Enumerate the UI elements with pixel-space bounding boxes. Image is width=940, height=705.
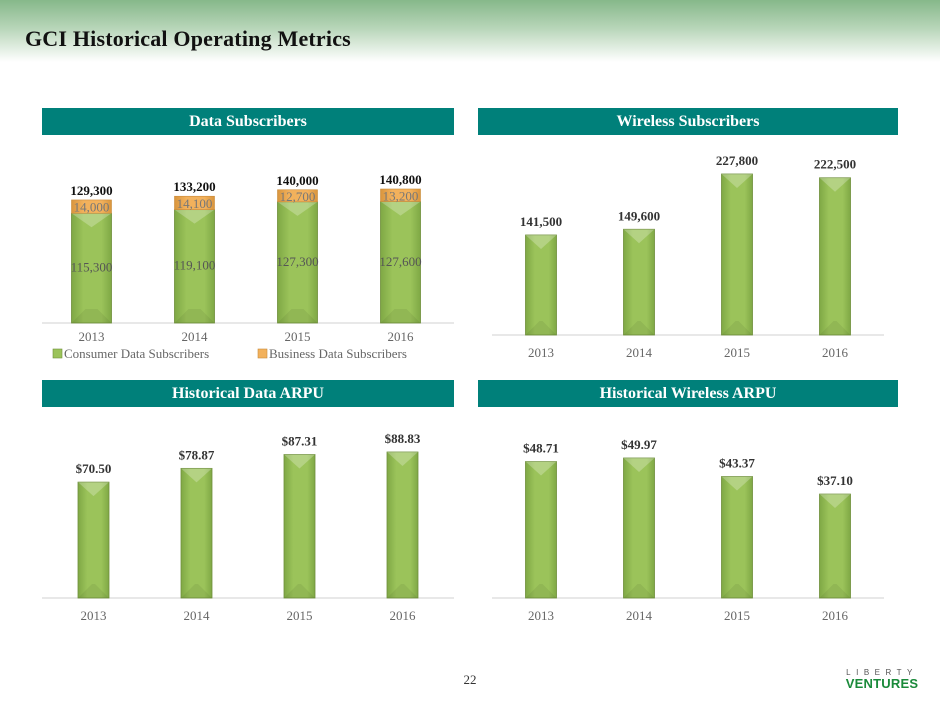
tick-label-2014: 2014 bbox=[184, 608, 211, 623]
panel-header-wireless-subscribers: Wireless Subscribers bbox=[478, 108, 898, 135]
total-label-2013: 129,300 bbox=[70, 183, 112, 198]
panel-header-data-arpu: Historical Data ARPU bbox=[42, 380, 454, 407]
data-label-2015: $43.37 bbox=[719, 455, 755, 470]
data-label-2015: $87.31 bbox=[282, 433, 318, 448]
data-label-2013: 141,500 bbox=[520, 214, 562, 229]
business-label-2014: 14,100 bbox=[177, 196, 213, 211]
tick-label-2015: 2015 bbox=[287, 608, 313, 623]
tick-label-2013: 2013 bbox=[79, 329, 105, 344]
liberty-ventures-logo: LIBERTY VENTURES bbox=[842, 668, 922, 691]
bar-2016 bbox=[819, 177, 851, 336]
wireless-subscribers-chart: 141,500 2013 149,600 2014 227,800 2015 222,500… bbox=[492, 153, 884, 360]
bar-2015 bbox=[283, 454, 316, 599]
tick-label-2015: 2015 bbox=[285, 329, 311, 344]
data-subscribers-chart: 115,300 14,000 129,300 2013 119,100 14,100 133… bbox=[42, 172, 454, 361]
total-label-2014: 133,200 bbox=[173, 179, 215, 194]
total-label-2016: 140,800 bbox=[379, 172, 421, 187]
data-label-2016: $37.10 bbox=[817, 473, 853, 488]
bar-2014 bbox=[180, 467, 213, 599]
data-label-2013: $48.71 bbox=[523, 441, 559, 456]
bar-business-2016 bbox=[380, 188, 421, 202]
data-label-2014: $78.87 bbox=[179, 447, 215, 462]
consumer-label-2014: 119,100 bbox=[174, 258, 216, 273]
business-label-2013: 14,000 bbox=[74, 200, 110, 215]
tick-label-2013: 2013 bbox=[528, 345, 554, 360]
bar-consumer-2013 bbox=[71, 212, 112, 324]
wireless-arpu-chart: $48.71 2013 $49.97 2014 $43.37 2015 $37.10 2016 bbox=[492, 437, 884, 623]
data-arpu-chart: $70.50 2013 $78.87 2014 $87.31 2015 $88.83 2016 bbox=[42, 431, 454, 623]
tick-label-2013: 2013 bbox=[81, 608, 107, 623]
tick-label-2016: 2016 bbox=[822, 345, 849, 360]
data-label-2013: $70.50 bbox=[76, 461, 112, 476]
bar-2013 bbox=[525, 461, 557, 599]
consumer-label-2016: 127,600 bbox=[379, 254, 421, 269]
data-label-2014: $49.97 bbox=[621, 437, 657, 452]
data-label-2016: $88.83 bbox=[385, 431, 421, 446]
page-title: GCI Historical Operating Metrics bbox=[25, 26, 351, 51]
bar-2016 bbox=[386, 451, 419, 599]
bar-business-2015 bbox=[277, 189, 318, 203]
legend-swatch-consumer bbox=[52, 348, 63, 359]
title-band bbox=[0, 0, 940, 62]
tick-label-2016: 2016 bbox=[388, 329, 415, 344]
bar-2013 bbox=[77, 481, 110, 599]
logo-line1: LIBERTY bbox=[846, 668, 918, 677]
data-label-2014: 149,600 bbox=[618, 208, 660, 223]
bar-2014 bbox=[623, 228, 655, 336]
bar-consumer-2014 bbox=[174, 209, 215, 324]
tick-label-2014: 2014 bbox=[626, 345, 653, 360]
bar-business-2013 bbox=[71, 199, 112, 214]
tick-label-2013: 2013 bbox=[528, 608, 554, 623]
business-label-2015: 12,700 bbox=[280, 189, 316, 204]
bar-2015 bbox=[721, 173, 753, 336]
bar-consumer-2015 bbox=[277, 201, 318, 324]
bar-2016 bbox=[819, 493, 851, 599]
tick-label-2015: 2015 bbox=[724, 345, 750, 360]
tick-label-2014: 2014 bbox=[182, 329, 209, 344]
tick-label-2014: 2014 bbox=[626, 608, 653, 623]
legend-label-consumer: Consumer Data Subscribers bbox=[64, 346, 209, 361]
bar-2013 bbox=[525, 234, 557, 336]
panel-header-wireless-arpu: Historical Wireless ARPU bbox=[478, 380, 898, 407]
tick-label-2015: 2015 bbox=[724, 608, 750, 623]
bar-business-2014 bbox=[174, 195, 215, 210]
consumer-label-2013: 115,300 bbox=[71, 259, 113, 274]
logo-line2: VENTURES bbox=[845, 676, 919, 691]
page-number: 22 bbox=[463, 672, 477, 687]
tick-label-2016: 2016 bbox=[390, 608, 417, 623]
business-label-2016: 13,200 bbox=[383, 188, 419, 203]
panel-header-data-subscribers: Data Subscribers bbox=[42, 108, 454, 135]
bar-2014 bbox=[623, 457, 655, 599]
legend-swatch-business bbox=[257, 348, 268, 359]
bar-2015 bbox=[721, 476, 753, 599]
legend-label-business: Business Data Subscribers bbox=[269, 346, 407, 361]
tick-label-2016: 2016 bbox=[822, 608, 849, 623]
bar-consumer-2016 bbox=[380, 201, 421, 324]
total-label-2015: 140,000 bbox=[276, 173, 318, 188]
data-label-2016: 222,500 bbox=[814, 157, 856, 172]
consumer-label-2015: 127,300 bbox=[276, 254, 318, 269]
data-label-2015: 227,800 bbox=[716, 153, 758, 168]
legend: Consumer Data Subscribers Business Data S… bbox=[52, 346, 407, 361]
